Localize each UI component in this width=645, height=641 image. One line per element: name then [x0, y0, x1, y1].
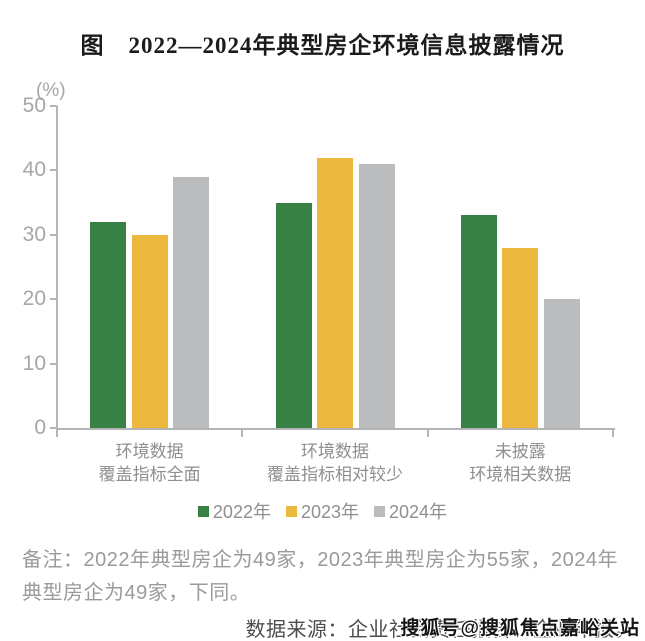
bar-2023年-group1: [131, 234, 168, 428]
chart-title: 图 2022—2024年典型房企环境信息披露情况: [80, 33, 565, 58]
x-category-label: 环境数据覆盖指标相对较少: [242, 440, 427, 486]
x-category-label-line: 环境相关数据: [469, 465, 572, 484]
legend-swatch-icon: [374, 505, 386, 517]
x-category-label-line: 环境数据: [115, 442, 184, 461]
legend-item: 2022年: [197, 498, 271, 524]
bar-2024年-group2: [358, 163, 395, 428]
x-category-label: 未披露 环境相关数据: [428, 440, 613, 486]
legend-item: 2024年: [374, 498, 447, 524]
x-category-label: 环境数据覆盖指标全面: [57, 440, 242, 486]
y-axis-tick: [50, 427, 57, 429]
legend-swatch-icon: [197, 505, 209, 517]
y-axis-tick-label: 20: [22, 287, 46, 311]
x-category-label-line: 环境数据: [300, 442, 369, 461]
legend-label: 2022年: [212, 502, 271, 522]
y-axis-tick: [50, 298, 57, 301]
bar-2023年-group3: [502, 247, 539, 428]
y-axis-tick: [50, 169, 57, 172]
x-axis-tick: [612, 430, 614, 437]
y-axis-tick: [50, 105, 57, 107]
bar-2024年-group1: [173, 176, 210, 428]
legend-label: 2024年: [389, 502, 448, 522]
y-axis-tick-label: 50: [22, 94, 46, 117]
y-axis-tick-label: 10: [22, 351, 46, 375]
y-axis-line: [56, 106, 58, 430]
y-axis-tick-label: 30: [22, 222, 46, 246]
bar-2024年-group3: [543, 299, 580, 428]
watermark-text: 搜狐号@搜狐焦点嘉峪关站: [400, 618, 640, 639]
bar-2022年-group1: [90, 221, 127, 428]
y-axis-tick: [50, 362, 57, 365]
x-category-label-line: 未披露: [494, 442, 546, 461]
remark-note: 备注：2022年典型房企为49家，2023年典型房企为55家，2024年典型房企…: [22, 549, 618, 604]
legend-label: 2023年: [300, 502, 360, 522]
x-axis-tick: [426, 430, 429, 437]
data-source-note: 数据来源：企业社会责任报告、企业年报。: [245, 619, 635, 641]
legend-swatch-icon: [285, 505, 297, 517]
bar-2022年-group3: [460, 215, 497, 428]
y-axis-tick: [50, 233, 57, 236]
x-category-label-line: 覆盖指标全面: [98, 465, 201, 484]
y-axis-tick-label: 40: [22, 158, 46, 182]
chart-area: (%) 0 10 20 30 40 50 环境数据 覆盖指标全面 环境数据 覆盖指标相对较少 未披露…: [0, 80, 645, 484]
x-axis-tick: [56, 430, 58, 437]
x-axis-line: [56, 428, 615, 430]
bar-2022年-group2: [275, 202, 312, 428]
x-axis-tick: [241, 430, 244, 437]
y-axis-tick-label: 0: [34, 416, 46, 439]
legend-item: 2023年: [285, 498, 360, 524]
x-category-label-line: 覆盖指标相对较少: [266, 465, 403, 484]
y-axis-unit-label: (%): [36, 80, 66, 101]
bar-2023年-group2: [317, 157, 353, 428]
chart-legend: 2022年 2023年 2024年: [0, 498, 645, 524]
